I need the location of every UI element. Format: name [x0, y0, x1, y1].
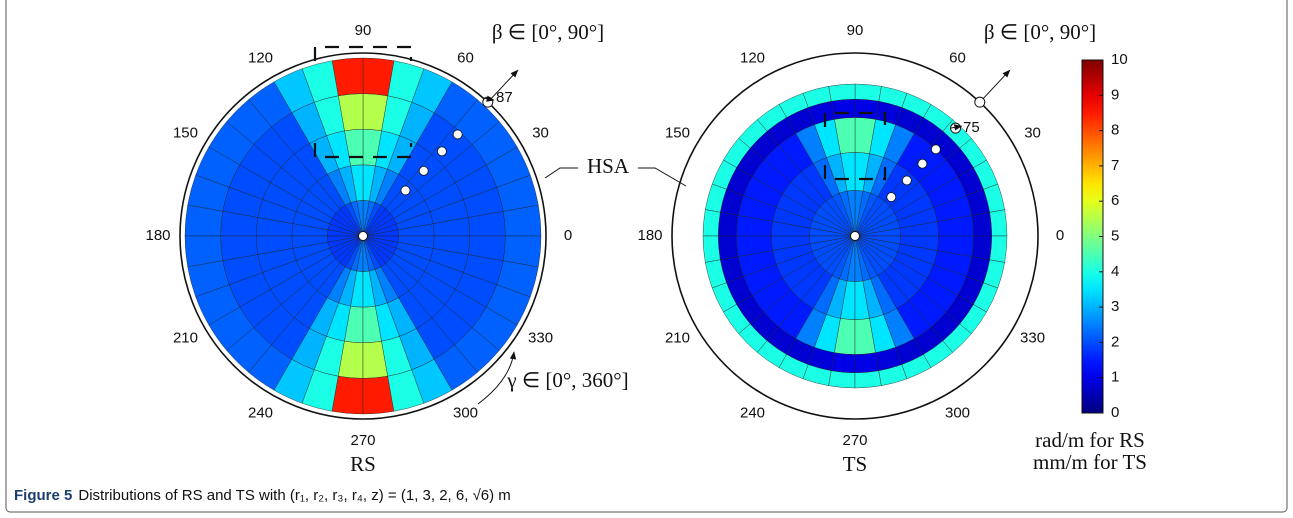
theta-tick-label: 30 [1024, 124, 1041, 141]
beta-arrow [979, 69, 1011, 103]
figure-frame [5, 0, 1288, 513]
theta-tick-label: 300 [945, 405, 970, 422]
colorbar-tick-label: 10 [1111, 51, 1128, 68]
colorbar-tick-label: 2 [1111, 333, 1119, 350]
heat-cell [503, 235, 542, 268]
marker-open [974, 96, 986, 108]
beta-label: β ∈ [0°, 90°] [984, 20, 1096, 44]
heat-cell [854, 352, 879, 374]
polar-plot: 0 30 60 90 120 150 180 210 240 270 300 330 RS 87 β ∈ [… [145, 20, 687, 476]
heat-cell [989, 235, 1008, 263]
center-dot [850, 231, 860, 241]
theta-tick-label: 60 [949, 49, 966, 66]
marker-pointer [950, 124, 963, 131]
colorbar-tick-label: 8 [1111, 122, 1119, 139]
path-dot [418, 166, 429, 176]
plot-title: RS [350, 452, 376, 476]
colorbar-tick-label: 1 [1111, 369, 1119, 386]
theta-tick-label: 300 [453, 405, 478, 422]
beta-label: β ∈ [0°, 90°] [492, 20, 604, 44]
colorbar-tick-label: 5 [1111, 227, 1119, 244]
theta-tick-label: 270 [350, 432, 375, 449]
hsa-circle [671, 52, 1039, 420]
theta-tick-label: 270 [842, 432, 867, 449]
theta-tick-label: 120 [740, 49, 765, 66]
theta-tick-label: 180 [637, 227, 662, 244]
heat-cell [828, 370, 856, 389]
gamma-label: γ ∈ [0°, 360°] [506, 368, 628, 392]
heat-cell [989, 209, 1008, 237]
theta-tick-label: 90 [355, 22, 372, 39]
theta-tick-label: 210 [665, 329, 690, 346]
heat-cell [717, 212, 739, 237]
heat-cell [854, 83, 882, 102]
theta-tick-label: 90 [847, 22, 864, 39]
heat-cell [702, 235, 721, 263]
hsa-circle [179, 52, 547, 420]
colorbar-tick-label: 9 [1111, 86, 1119, 103]
hsa-leader [638, 167, 687, 187]
colorbar-label: rad/m for RS [1035, 428, 1145, 452]
gamma-arrow [477, 351, 517, 405]
heat-cell [831, 352, 856, 374]
theta-tick-label: 60 [457, 49, 474, 66]
caption-label: Figure 5 [14, 487, 72, 504]
theta-tick-label: 120 [248, 49, 273, 66]
plot-title: TS [843, 452, 868, 476]
theta-tick-label: 0 [1056, 227, 1064, 244]
colorbar-tick-label: 0 [1111, 404, 1119, 421]
marker-label: 75 [963, 119, 980, 136]
theta-tick-label: 210 [173, 329, 198, 346]
heat-cell [702, 209, 721, 237]
theta-tick-label: 330 [528, 329, 553, 346]
hsa-label: HSA [587, 154, 630, 178]
path-dot [400, 185, 411, 196]
colorbar-tick-label: 3 [1111, 298, 1119, 315]
caption-text: Distributions of RS and TS with (r₁, r₂,… [78, 487, 510, 504]
colorbar-tick-label: 6 [1111, 192, 1119, 209]
heat-cell [831, 98, 856, 120]
path-dot [930, 144, 941, 155]
theta-tick-label: 150 [665, 124, 690, 141]
theta-tick-label: 240 [740, 405, 765, 422]
heat-cell [971, 235, 993, 260]
path-dot [901, 175, 912, 186]
colorbar-tick-label: 4 [1111, 263, 1119, 280]
theta-tick-label: 180 [145, 227, 170, 244]
colorbar-tick-label: 7 [1111, 157, 1119, 174]
heat-cell [717, 235, 739, 260]
path-dot [917, 158, 928, 169]
path-dot [886, 192, 897, 202]
polar-plot: 0 30 60 90 120 150 180 210 240 270 300 330 TS 75 β ∈ [… [637, 20, 1096, 476]
region-bracket [313, 45, 413, 159]
center-dot [358, 231, 368, 241]
marker-label: 87 [496, 89, 513, 106]
heat-cell [971, 212, 993, 237]
theta-tick-label: 0 [564, 227, 572, 244]
theta-tick-label: 330 [1020, 329, 1045, 346]
heat-cell [854, 370, 882, 389]
theta-tick-label: 150 [173, 124, 198, 141]
heat-cell [828, 83, 856, 102]
heat-cell [854, 98, 879, 120]
marker-pointer [483, 95, 495, 102]
theta-tick-label: 30 [532, 124, 549, 141]
colorbar-label: mm/m for TS [1033, 450, 1147, 474]
path-dot [452, 129, 463, 140]
hsa-leader [544, 167, 578, 179]
path-dot [437, 146, 447, 157]
theta-tick-label: 240 [248, 405, 273, 422]
caption: Figure 5 Distributions of RS and TS with … [14, 487, 511, 504]
region-bracket [823, 111, 887, 181]
